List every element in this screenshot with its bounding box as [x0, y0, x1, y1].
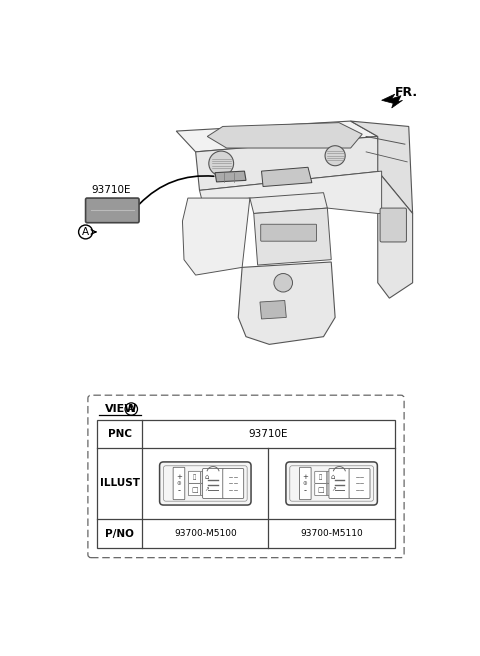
Bar [97, 420, 395, 548]
FancyBboxPatch shape [201, 471, 213, 483]
FancyBboxPatch shape [380, 208, 407, 242]
Text: 93700-M5110: 93700-M5110 [300, 529, 363, 538]
Text: ⌂: ⌂ [204, 474, 209, 480]
Text: ⊕: ⊕ [177, 481, 181, 486]
Text: -: - [304, 486, 307, 495]
FancyBboxPatch shape [300, 467, 311, 500]
Text: ⊕: ⊕ [303, 481, 308, 486]
FancyBboxPatch shape [327, 471, 339, 483]
Text: ↗: ↗ [204, 487, 209, 492]
Text: □: □ [191, 487, 198, 493]
Text: ⌂: ⌂ [331, 474, 336, 480]
Text: 93710E: 93710E [91, 185, 131, 195]
Text: 93710E: 93710E [249, 429, 288, 439]
Polygon shape [262, 167, 312, 186]
Polygon shape [176, 121, 378, 152]
FancyBboxPatch shape [203, 468, 224, 499]
Text: A: A [128, 404, 135, 414]
FancyBboxPatch shape [173, 467, 185, 500]
FancyBboxPatch shape [329, 468, 350, 499]
Text: PNC: PNC [108, 429, 132, 439]
FancyBboxPatch shape [85, 198, 139, 222]
Text: □: □ [317, 487, 324, 493]
FancyBboxPatch shape [327, 483, 339, 496]
Text: FR.: FR. [395, 87, 418, 100]
FancyBboxPatch shape [286, 462, 377, 505]
Polygon shape [196, 136, 382, 190]
Polygon shape [182, 198, 250, 275]
Text: VIEW: VIEW [105, 404, 137, 414]
Text: -: - [178, 486, 180, 495]
Polygon shape [238, 262, 335, 344]
Polygon shape [350, 121, 413, 213]
Polygon shape [382, 94, 403, 108]
FancyBboxPatch shape [315, 471, 327, 483]
Polygon shape [254, 208, 331, 265]
Text: A: A [82, 227, 89, 237]
FancyBboxPatch shape [261, 224, 316, 241]
FancyBboxPatch shape [201, 483, 213, 496]
FancyBboxPatch shape [349, 468, 370, 499]
Polygon shape [200, 171, 382, 213]
FancyBboxPatch shape [159, 462, 251, 505]
Circle shape [325, 146, 345, 166]
FancyBboxPatch shape [189, 483, 201, 496]
Text: ⚿: ⚿ [319, 474, 323, 480]
Polygon shape [260, 300, 286, 319]
Text: +: + [176, 474, 182, 480]
Text: ⚿: ⚿ [193, 474, 196, 480]
Polygon shape [250, 193, 327, 213]
Text: +: + [302, 474, 308, 480]
Polygon shape [207, 123, 362, 148]
FancyBboxPatch shape [223, 468, 244, 499]
FancyBboxPatch shape [315, 483, 327, 496]
Text: ILLUST: ILLUST [100, 478, 140, 489]
Polygon shape [378, 171, 413, 298]
Circle shape [274, 274, 292, 292]
Polygon shape [215, 171, 246, 182]
FancyBboxPatch shape [189, 471, 201, 483]
Circle shape [209, 151, 234, 176]
Text: P/NO: P/NO [105, 529, 134, 539]
Text: 93700-M5100: 93700-M5100 [174, 529, 237, 538]
Text: ↗: ↗ [331, 487, 336, 492]
